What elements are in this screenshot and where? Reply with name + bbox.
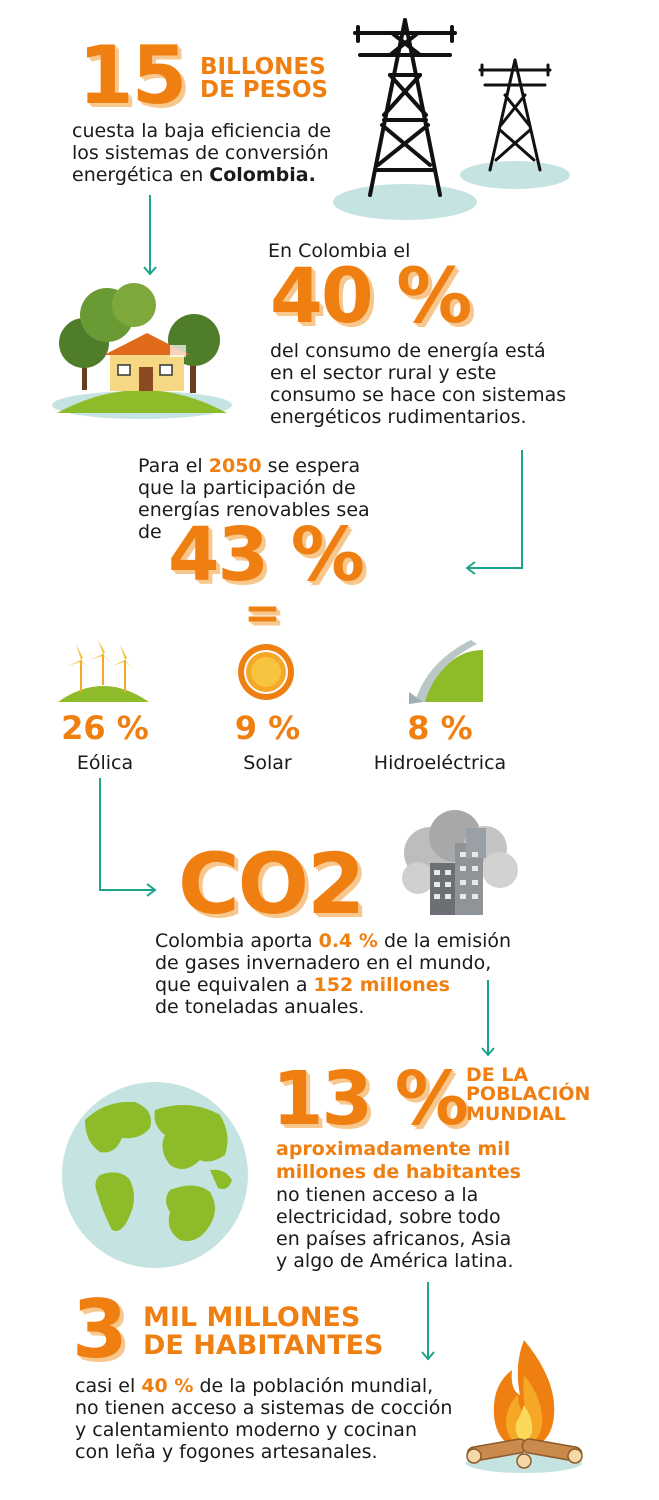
bold-line: aproximadamente mil	[276, 1138, 511, 1160]
section4-text: Colombia aporta 0.4 % de la emisión de g…	[155, 930, 555, 1018]
heading-poblacion: DE LA POBLACIÓN MUNDIAL	[466, 1064, 591, 1125]
heading-line-2: DE HABITANTES	[143, 1329, 384, 1361]
heading-line-1: MIL MILLONES	[143, 1302, 361, 1333]
number-13-percent: 13 %	[272, 1056, 469, 1142]
arrow-down-icon	[481, 980, 495, 1057]
text-line: energéticos rudimentarios.	[270, 406, 527, 428]
co2-heading: CO2	[178, 835, 366, 933]
dam-icon	[409, 640, 483, 704]
heading-line-2: DE PESOS	[200, 77, 329, 104]
section6-text: casi el 40 % de la población mundial, no…	[75, 1375, 495, 1463]
heading-line-1: BILLONES	[200, 54, 326, 80]
wind-turbines-icon	[58, 640, 149, 702]
section1-text: cuesta la baja eficiencia de los sistema…	[72, 120, 372, 186]
text-line: energías renovables sea	[138, 499, 370, 521]
text-line: y calentamiento moderno y cocinan	[75, 1419, 417, 1441]
number-15: 15	[78, 29, 187, 122]
text-line: de gases invernadero en el mundo,	[155, 952, 492, 974]
arrow-left-icon	[465, 450, 523, 575]
heading-line-2: POBLACIÓN	[466, 1083, 591, 1106]
text-line: no tienen acceso a la	[276, 1184, 479, 1206]
arrow-down-icon	[421, 1282, 435, 1361]
heading-line-1: DE LA	[466, 1064, 529, 1086]
equals-sign: =	[244, 588, 281, 639]
heading-billones: BILLONES DE PESOS	[200, 54, 329, 104]
percent-eolica: 26 %	[61, 709, 149, 747]
label-eolica: Eólica	[76, 752, 134, 774]
text-line: casi el 40 % de la población mundial,	[75, 1375, 434, 1397]
text-line: en el sector rural y este	[270, 362, 497, 384]
number-40-percent: 40 %	[270, 251, 472, 340]
power-towers-icon	[333, 18, 570, 220]
percent-hidro: 8 %	[407, 709, 473, 747]
text-line: cuesta la baja eficiencia de	[72, 120, 332, 142]
text-line: energética en Colombia.	[72, 164, 316, 186]
text-line: con leña y fogones artesanales.	[75, 1441, 378, 1463]
text-line: que la participación de	[138, 477, 356, 499]
sun-icon	[238, 644, 294, 700]
heading-mil-millones: MIL MILLONES DE HABITANTES	[143, 1304, 384, 1359]
text-line: Colombia aporta 0.4 % de la emisión	[155, 930, 512, 952]
text-line: de toneladas anuales.	[155, 996, 365, 1018]
bold-line: millones de habitantes	[276, 1161, 521, 1183]
text-line: electricidad, sobre todo	[276, 1206, 501, 1228]
text-line: los sistemas de conversión	[72, 142, 329, 164]
label-solar: Solar	[243, 752, 292, 774]
percent-solar: 9 %	[234, 709, 301, 747]
text-line: Para el 2050 se espera	[138, 455, 361, 477]
number-3: 3	[72, 1283, 128, 1376]
label-hidro: Hidroeléctrica	[373, 752, 507, 774]
house-trees-icon	[52, 283, 232, 419]
pollution-buildings-icon	[402, 810, 518, 915]
section2-intro: En Colombia el	[268, 240, 411, 262]
colombia-bold: Colombia.	[209, 164, 316, 186]
arrow-right-icon	[99, 778, 157, 897]
year-2050: 2050	[208, 455, 262, 477]
text-line: del consumo de energía está	[270, 340, 546, 362]
text-line: que equivalen a 152 millones	[155, 974, 450, 996]
value-152-millones: 152 millones	[313, 974, 450, 996]
text-line: consumo se hace con sistemas	[270, 384, 567, 406]
text-line: no tienen acceso a sistemas de cocción	[75, 1397, 453, 1419]
heading-line-3: MUNDIAL	[466, 1102, 566, 1125]
text-line: en países africanos, Asia	[276, 1228, 512, 1250]
section3-text: Para el 2050 se espera que la participac…	[138, 455, 438, 543]
campfire-icon	[466, 1340, 583, 1473]
section5-text: aproximadamente mil millones de habitant…	[276, 1138, 576, 1272]
number-43-percent: 43 %	[168, 512, 365, 598]
text-line: de	[138, 521, 162, 543]
section2-text: del consumo de energía está en el sector…	[270, 340, 610, 428]
value-40-percent: 40 %	[141, 1375, 194, 1397]
value-0-4-percent: 0.4 %	[318, 930, 378, 952]
globe-icon	[62, 1082, 248, 1268]
text-line: y algo de América latina.	[276, 1250, 514, 1272]
arrow-down-icon	[143, 195, 157, 276]
